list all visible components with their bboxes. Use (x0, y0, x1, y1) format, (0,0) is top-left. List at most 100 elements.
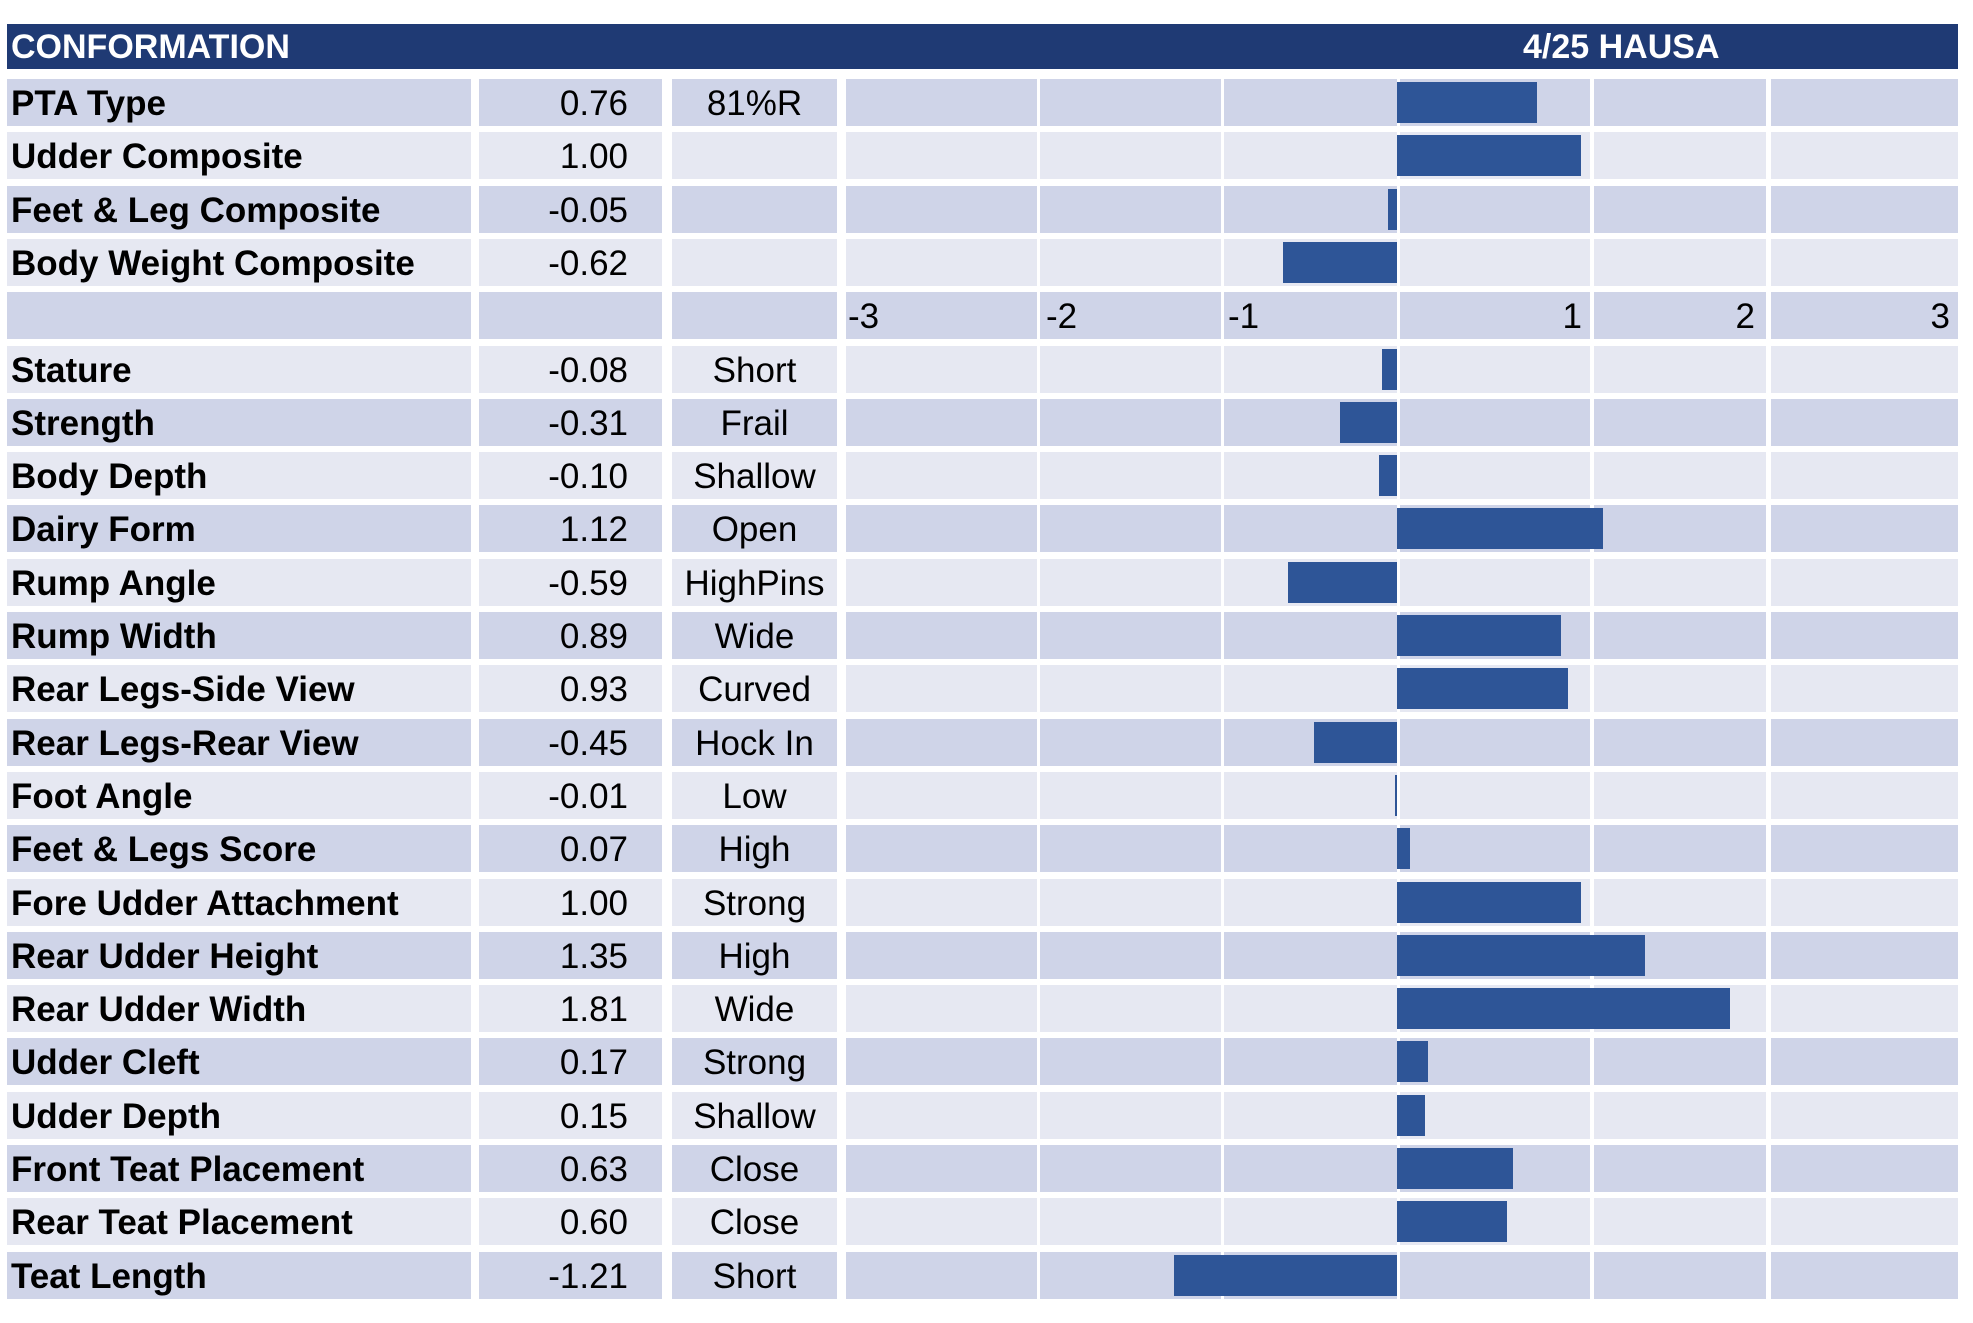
grid-cell (846, 771, 1037, 819)
bar-teat-length (1174, 1254, 1397, 1296)
trait-value: -0.62 (479, 238, 662, 286)
grid-cell (1224, 771, 1397, 819)
trait-value: -0.59 (479, 558, 662, 606)
grid-cell (1400, 718, 1590, 766)
grid-cell (1771, 931, 1958, 979)
bar-foot-angle (1395, 774, 1398, 816)
trait-descriptor: Short (672, 1251, 837, 1299)
trait-value: 0.07 (479, 825, 662, 873)
grid-cell (846, 292, 1037, 340)
trait-descriptor: Short (672, 345, 837, 393)
grid-cell (1224, 132, 1397, 180)
trait-descriptor: Open (672, 505, 837, 553)
trait-value: -0.01 (479, 771, 662, 819)
grid-cell (1400, 292, 1590, 340)
grid-cell (1771, 345, 1958, 393)
grid-cell (1040, 1091, 1221, 1139)
x-tick-label: -2 (1046, 297, 1078, 337)
grid-cell (1400, 185, 1590, 233)
grid-cell (1594, 612, 1766, 659)
bar-udder-composite (1397, 135, 1581, 177)
grid-cell (1224, 878, 1397, 926)
grid-cell (1224, 1091, 1397, 1139)
header-bar: CONFORMATION 4/25 HAUSA (7, 24, 1958, 69)
bar-body-weight-composite (1282, 241, 1397, 283)
grid-cell (1771, 718, 1958, 766)
bar-rump-width (1397, 615, 1561, 656)
bar-rump-angle (1288, 561, 1397, 603)
trait-value: -0.31 (479, 398, 662, 446)
trait-descriptor: High (672, 931, 837, 979)
header-title: CONFORMATION (11, 28, 290, 66)
grid-cell (1771, 185, 1958, 233)
grid-cell (846, 1091, 1037, 1139)
grid-cell (846, 1251, 1037, 1299)
grid-cell (1771, 878, 1958, 926)
trait-value: 0.17 (479, 1038, 662, 1086)
grid-cell (1771, 292, 1958, 340)
grid-cell (1224, 1038, 1397, 1086)
trait-name: Udder Composite (7, 132, 471, 180)
grid-cell (1771, 612, 1958, 659)
grid-cell (1040, 132, 1221, 180)
bar-feet-leg-composite (1387, 188, 1397, 230)
grid-cell (1594, 238, 1766, 286)
grid-cell (1224, 185, 1397, 233)
grid-cell (1594, 345, 1766, 393)
grid-cell (1594, 452, 1766, 500)
grid-cell (1594, 771, 1766, 819)
grid-cell (846, 612, 1037, 659)
trait-value: 0.76 (479, 79, 662, 126)
trait-descriptor: Frail (672, 398, 837, 446)
grid-cell (1040, 1145, 1221, 1192)
bar-pta-type (1397, 82, 1537, 123)
trait-value (479, 292, 662, 340)
grid-cell (1400, 238, 1590, 286)
grid-cell (846, 985, 1037, 1033)
trait-name: Dairy Form (7, 505, 471, 553)
grid-cell (1771, 1145, 1958, 1192)
header-date-label: 4/25 HAUSA (1523, 28, 1720, 66)
grid-cell (846, 665, 1037, 713)
trait-descriptor: Wide (672, 985, 837, 1033)
bar-stature (1382, 348, 1397, 390)
grid-cell (1040, 1038, 1221, 1086)
grid-cell (1040, 718, 1221, 766)
grid-cell (1594, 292, 1766, 340)
trait-descriptor (672, 132, 837, 180)
bar-dairy-form (1397, 508, 1604, 550)
trait-value: 1.12 (479, 505, 662, 553)
grid-cell (1771, 1038, 1958, 1086)
bar-udder-depth (1397, 1094, 1425, 1136)
grid-cell (1594, 1091, 1766, 1139)
grid-cell (846, 452, 1037, 500)
grid-cell (1224, 985, 1397, 1033)
bar-rear-udder-height (1397, 934, 1646, 976)
grid-cell (846, 505, 1037, 553)
grid-cell (1771, 398, 1958, 446)
grid-cell (1594, 132, 1766, 180)
trait-value: 1.35 (479, 931, 662, 979)
grid-cell (1224, 79, 1397, 126)
grid-cell (1400, 345, 1590, 393)
trait-name: Fore Udder Attachment (7, 878, 471, 926)
trait-name: Front Teat Placement (7, 1145, 471, 1192)
trait-descriptor: 81%R (672, 79, 837, 126)
grid-cell (1771, 505, 1958, 553)
grid-cell (846, 1198, 1037, 1246)
trait-value: 0.63 (479, 1145, 662, 1192)
trait-descriptor: HighPins (672, 558, 837, 606)
grid-cell (1771, 79, 1958, 126)
trait-name: Rear Legs-Rear View (7, 718, 471, 766)
grid-cell (846, 238, 1037, 286)
grid-cell (1594, 718, 1766, 766)
grid-cell (1040, 665, 1221, 713)
trait-name: Udder Cleft (7, 1038, 471, 1086)
x-tick-label: 1 (1562, 297, 1582, 337)
grid-cell (1040, 1198, 1221, 1246)
trait-value: 1.00 (479, 132, 662, 180)
grid-cell (1400, 452, 1590, 500)
grid-cell (1040, 398, 1221, 446)
grid-cell (846, 79, 1037, 126)
bar-fore-udder-attachment (1397, 881, 1581, 923)
